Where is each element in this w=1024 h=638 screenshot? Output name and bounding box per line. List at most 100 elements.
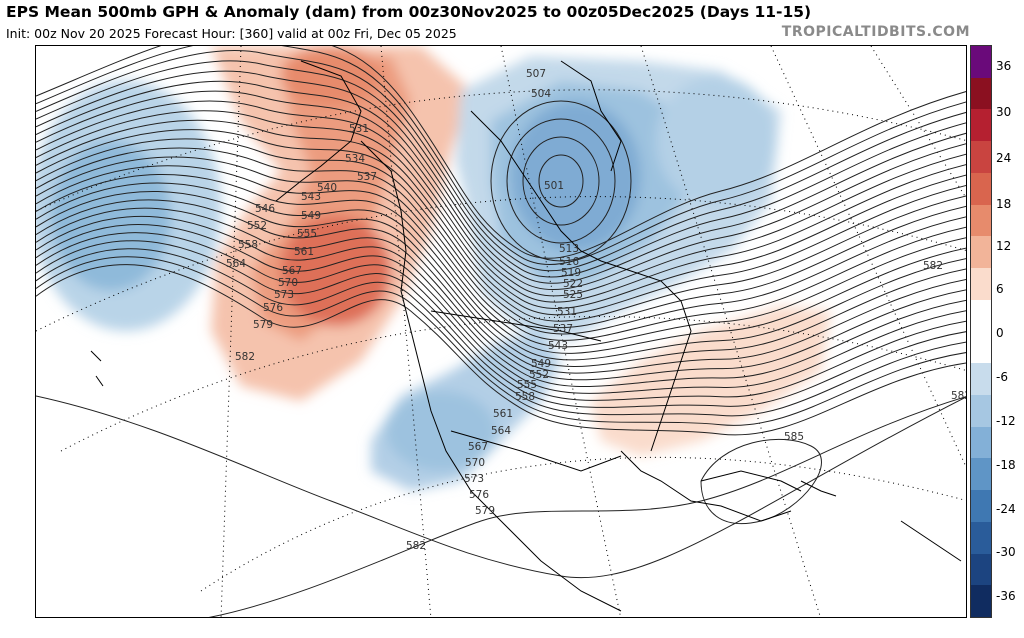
map-subtitle: Init: 00z Nov 20 2025 Forecast Hour: [36… [6, 26, 457, 41]
height-contour [36, 100, 966, 303]
contour-label: 570 [278, 277, 298, 289]
contour-label: 537 [553, 323, 573, 335]
contour-label: 561 [493, 408, 513, 420]
colorbar-segment [971, 77, 991, 110]
height-contour-585 [208, 396, 966, 617]
arctic-islands [560, 60, 622, 172]
low-center-contour [490, 100, 632, 262]
colorbar-label: -30 [996, 545, 1016, 559]
contour-label: 516 [559, 256, 579, 268]
site-credit: TROPICALTIDBITS.COM [781, 24, 970, 40]
height-contour [36, 232, 966, 401]
contour-label: 549 [531, 358, 551, 370]
contour-label: 543 [301, 191, 321, 203]
contour-label: 570 [465, 457, 485, 469]
colorbar-label: 0 [996, 326, 1004, 340]
low-center-contour [538, 154, 584, 208]
contour-label: 501 [544, 180, 564, 192]
low-center-contour [522, 136, 600, 226]
contour-label: 504 [531, 88, 551, 100]
anomaly-map: 5075045015135165195225255315375435495525… [36, 46, 966, 617]
colorbar-label: 36 [996, 59, 1012, 73]
height-contour [36, 256, 966, 426]
colorbar-segment [971, 585, 991, 618]
map-area: 507 504 501 513 516 519 522 525 531 537 543 549 552 5… [35, 45, 967, 618]
hispaniola [800, 480, 837, 497]
colorbar-label: 12 [996, 239, 1012, 253]
contour-label: 552 [529, 369, 549, 381]
colorbar-segment [971, 109, 991, 142]
height-contour [36, 110, 966, 309]
height-contour [36, 129, 966, 322]
height-contour [36, 156, 966, 341]
colorbar-segment [971, 141, 991, 174]
contour-label: 576 [469, 489, 489, 501]
contour-label: 564 [491, 425, 511, 437]
height-contour-588 [700, 439, 822, 525]
colorbar-segment [971, 236, 991, 269]
colorbar-segment [971, 521, 991, 555]
contour-label: 576 [263, 302, 283, 314]
height-contour [36, 46, 966, 266]
height-contour [36, 46, 966, 259]
height-contour [36, 174, 966, 354]
height-contour [36, 182, 966, 361]
contour-label: 561 [294, 246, 314, 258]
colorbar-label: 24 [996, 151, 1012, 165]
low-center-contour [506, 118, 616, 244]
height-contour [36, 90, 966, 297]
contour-label: 507 [526, 68, 546, 80]
hawaii [90, 350, 104, 387]
colorbar-segment [971, 331, 991, 364]
colorbar-segment [971, 268, 991, 301]
contour-label: 579 [253, 319, 273, 331]
height-contour [36, 80, 966, 291]
height-contour [36, 165, 966, 348]
height-contour [36, 207, 966, 381]
height-contour [36, 119, 966, 316]
eastern-ridge-anomaly [591, 306, 831, 456]
colorbar-segment [971, 204, 991, 237]
colorbar-segment [971, 394, 991, 428]
contour-label: 525 [563, 289, 583, 301]
height-contours [36, 46, 966, 617]
contour-label: 555 [297, 228, 317, 240]
contour-label: 540 [317, 182, 337, 194]
anomaly-colorbar [970, 45, 992, 618]
contour-label: 564 [226, 258, 246, 270]
contour-label: 513 [559, 243, 579, 255]
contour-label: 567 [468, 441, 488, 453]
contour-label: 546 [255, 203, 275, 215]
contour-label: 519 [561, 267, 581, 279]
height-contour [36, 199, 966, 374]
colorbar-label: -24 [996, 502, 1016, 516]
contour-label: 585 [784, 431, 804, 443]
contour-label: 537 [357, 171, 377, 183]
height-contour [36, 147, 966, 335]
height-contour [36, 264, 966, 436]
colorbar-label: 6 [996, 282, 1004, 296]
colorbar-label: -18 [996, 458, 1016, 472]
height-contour [36, 215, 966, 387]
map-title: EPS Mean 500mb GPH & Anomaly (dam) from … [6, 3, 812, 21]
us-canada-border [430, 310, 602, 342]
cuba [700, 470, 802, 492]
contour-label: 573 [274, 289, 294, 301]
contour-label: 549 [301, 210, 321, 222]
contour-label: 582 [406, 540, 426, 552]
height-contour [36, 240, 966, 408]
contour-labels: 5075045015135165195225255315375435495525… [226, 68, 966, 552]
height-contour [36, 191, 966, 367]
colorbar-label: -36 [996, 589, 1016, 603]
us-mexico-border [450, 430, 622, 472]
colorbar-segment [971, 458, 991, 491]
contour-label: 582 [235, 351, 255, 363]
gulf-coast [620, 450, 792, 522]
contour-label: 534 [345, 153, 365, 165]
contour-label: 558 [238, 239, 258, 251]
colorbar-segment [971, 363, 991, 396]
colorbar-label: 30 [996, 105, 1012, 119]
height-contour [36, 60, 966, 278]
contour-label: 543 [548, 340, 568, 352]
contour-label: 522 [563, 278, 583, 290]
